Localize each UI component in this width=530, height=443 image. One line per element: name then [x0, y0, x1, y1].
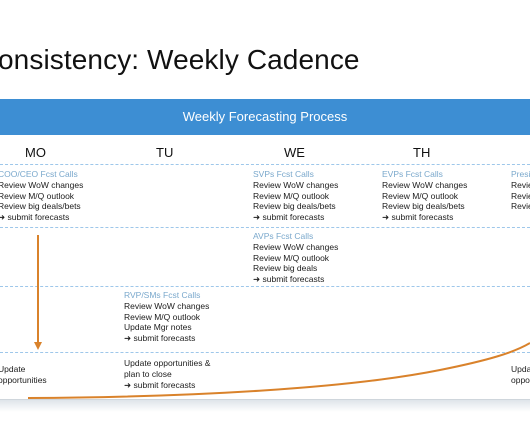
cell-submit-note: ➜ submit forecasts: [124, 379, 196, 390]
cell-line: Review big deals/bets: [0, 201, 81, 212]
cell-submit-note: ➜ submit forecasts: [382, 212, 454, 223]
cell-line: Review WoW changes: [382, 179, 468, 190]
cell-header: COO/CEO Fcst Calls: [0, 169, 78, 179]
cell-submit-note: ➜ submit forecasts: [124, 333, 196, 344]
cell-header: SVPs Fcst Calls: [253, 169, 314, 179]
cell-th-evps-calls: EVPs Fcst Calls Review WoW changes Revie…: [382, 169, 467, 223]
cell-line: Update: [0, 364, 26, 374]
cell-header: EVPs Fcst Calls: [382, 169, 443, 179]
cell-line: Review M/Q outlook: [253, 252, 330, 263]
cell-mo-update-opportunities: Update opportunities: [0, 364, 47, 386]
cell-line: Review big deals/bets: [253, 201, 336, 212]
row-divider: [0, 286, 530, 287]
cell-line: Revie: [511, 201, 530, 212]
cell-header: RVP/SMs Fcst Calls: [124, 290, 201, 300]
process-banner: Weekly Forecasting Process: [0, 99, 530, 135]
day-we: WE: [284, 145, 305, 160]
row-divider: [0, 227, 530, 228]
day-mo: MO: [25, 145, 46, 160]
cell-line: plan to close: [124, 368, 172, 379]
cell-submit-note: ➜ submit forecasts: [0, 212, 70, 223]
cell-line: Revie: [511, 190, 530, 201]
cell-line: Review M/Q outlook: [124, 311, 201, 322]
cell-line: Review big deals: [253, 263, 318, 274]
row-divider: [0, 352, 530, 353]
cell-line: Review WoW changes: [124, 300, 210, 311]
cell-we-svps-calls: SVPs Fcst Calls Review WoW changes Revie…: [253, 169, 338, 223]
cell-line: Update opportunities &: [124, 358, 211, 368]
cell-line: opportunities: [0, 374, 47, 385]
cell-line: Upda: [511, 364, 530, 374]
cell-line: Review WoW changes: [0, 179, 84, 190]
cell-line: Update Mgr notes: [124, 322, 192, 333]
cell-we-avps-calls: AVPs Fcst Calls Review WoW changes Revie…: [253, 231, 338, 285]
ramp-curve: [27, 342, 530, 399]
day-th: TH: [413, 145, 431, 160]
cell-line: Review M/Q outlook: [253, 190, 330, 201]
cell-line: Revie: [511, 179, 530, 190]
cell-submit-note: ➜ submit forecasts: [253, 212, 325, 223]
day-tu: TU: [156, 145, 174, 160]
cell-tu-rvp-sms-calls: RVP/SMs Fcst Calls Review WoW changes Re…: [124, 290, 209, 344]
cell-tu-update-opportunities: Update opportunities & plan to close ➜ s…: [124, 358, 210, 390]
cell-line: oppo: [511, 374, 530, 385]
banner-title: Weekly Forecasting Process: [182, 109, 348, 124]
cell-mo-coo-ceo-calls: COO/CEO Fcst Calls Review WoW changes Re…: [0, 169, 83, 223]
cell-fr-update-opportunities: Upda oppo: [511, 364, 530, 386]
bottom-shadow: [0, 400, 530, 412]
cell-line: Review M/Q outlook: [382, 190, 459, 201]
bottom-border: [0, 399, 530, 400]
cell-submit-note: ➜ submit forecasts: [253, 274, 325, 285]
row-divider: [0, 164, 530, 165]
page-title: onsistency: Weekly Cadence: [0, 44, 360, 75]
cell-header: AVPs Fcst Calls: [253, 231, 314, 241]
cell-line: Review WoW changes: [253, 241, 339, 252]
cell-fr-president-calls: Presi Revie Revie Revie: [511, 169, 530, 212]
cell-line: Review M/Q outlook: [0, 190, 75, 201]
cell-header: Presi: [511, 169, 530, 179]
cell-line: Review WoW changes: [253, 179, 339, 190]
cell-line: Review big deals/bets: [382, 201, 465, 212]
